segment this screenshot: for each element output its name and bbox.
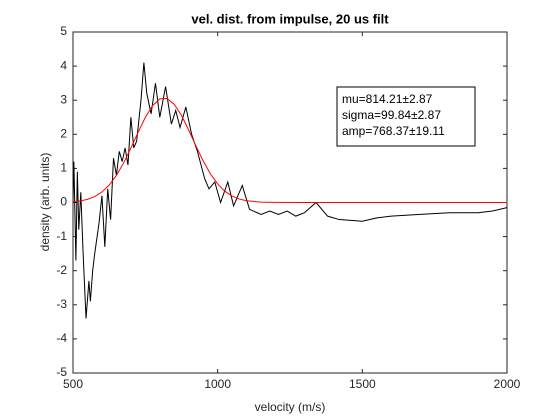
- y-tick-label: 1: [60, 161, 67, 175]
- chart-title: vel. dist. from impulse, 20 us filt: [191, 11, 389, 26]
- y-tick-label: -4: [56, 331, 67, 345]
- x-tick-label: 1000: [204, 377, 231, 391]
- annotation-text: sigma=99.84±2.87: [342, 108, 441, 122]
- y-tick-label: 4: [60, 58, 67, 72]
- annotation-text: mu=814.21±2.87: [342, 92, 433, 106]
- y-tick-label: -3: [56, 297, 67, 311]
- annotation-box: [336, 86, 476, 147]
- y-axis-label: density (arb. units): [38, 153, 52, 252]
- annotation-text: amp=768.37±19.11: [342, 124, 445, 138]
- y-tick-label: -5: [56, 365, 67, 379]
- data-line: [73, 97, 507, 203]
- data-line: [73, 62, 507, 319]
- x-tick-label: 500: [63, 377, 83, 391]
- y-tick-label: 3: [60, 92, 67, 106]
- y-tick-label: -1: [56, 229, 67, 243]
- x-tick-label: 1500: [349, 377, 376, 391]
- x-tick-label: 2000: [494, 377, 521, 391]
- y-tick-label: -2: [56, 263, 67, 277]
- y-tick-label: 0: [60, 195, 67, 209]
- y-tick-label: 5: [60, 24, 67, 38]
- y-tick-label: 2: [60, 126, 67, 140]
- x-axis-label: velocity (m/s): [255, 400, 326, 414]
